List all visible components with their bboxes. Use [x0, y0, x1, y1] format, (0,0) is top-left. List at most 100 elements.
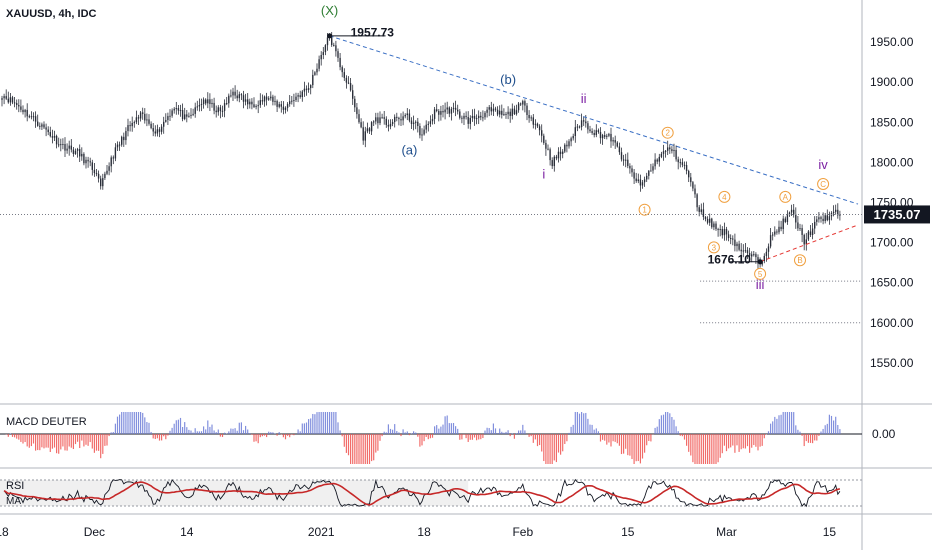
candle-body [379, 117, 381, 124]
candle-body [499, 110, 501, 115]
candle-body [725, 228, 728, 235]
candle-body [95, 173, 98, 175]
rsi-panel [0, 478, 862, 508]
candle-body [364, 131, 366, 141]
candle-body [211, 102, 213, 105]
x-tick-label: Dec [84, 525, 105, 539]
candle-body [202, 99, 205, 104]
candle-body [181, 110, 184, 120]
candle-body [108, 166, 110, 171]
candle-body [595, 130, 597, 136]
candle-body [559, 151, 562, 154]
candle-body [715, 223, 717, 230]
candle-body [612, 140, 614, 142]
circled-wave-marker [817, 178, 830, 191]
candle-body [331, 37, 333, 45]
rsi-title: RSI [6, 480, 25, 492]
candle-body [746, 250, 749, 253]
candle-body [150, 123, 152, 129]
candle-body [209, 99, 211, 105]
candle-body [448, 107, 450, 114]
candle-body [738, 243, 740, 250]
candle-body [383, 117, 385, 119]
candle-body [765, 251, 768, 256]
candle-body [601, 135, 604, 139]
candle-body [297, 95, 299, 97]
candle-body [774, 231, 776, 235]
candle-body [677, 159, 679, 163]
candle-body [572, 135, 574, 139]
candle-body [341, 67, 343, 73]
low-marker [757, 259, 763, 265]
candle-body [727, 234, 730, 239]
candle-body [156, 129, 159, 134]
candle-body [631, 168, 633, 173]
rsi-ma-label: MA [6, 496, 21, 507]
x-tick-label: 18 [417, 525, 431, 539]
candle-body [515, 110, 518, 115]
candle-body [337, 51, 339, 58]
candle-body [177, 108, 180, 111]
candle-body [736, 243, 738, 247]
candle-body [683, 164, 686, 166]
candle-body [511, 108, 513, 116]
candle-body [85, 159, 87, 164]
candle-body [232, 91, 234, 96]
candle-body [37, 121, 39, 126]
candle-body [97, 173, 100, 179]
candle-body [547, 148, 549, 150]
x-tick-label: Feb [512, 525, 533, 539]
candle-body [226, 103, 228, 105]
candle-body [391, 122, 394, 124]
candle-body [643, 179, 646, 183]
candle-body [717, 229, 719, 231]
candle-body [123, 136, 125, 141]
wave-label: ii [581, 91, 587, 106]
candle-body [757, 257, 759, 264]
candle-body [543, 135, 545, 143]
candle-body [811, 228, 814, 235]
candle-body [656, 159, 658, 162]
candle-body [513, 108, 516, 115]
candle-body [496, 109, 499, 115]
candle-body [809, 231, 812, 235]
candle-body [13, 102, 16, 104]
candle-body [473, 115, 476, 119]
candle-body [461, 117, 463, 119]
candle-body [730, 238, 732, 240]
candle-body [574, 127, 576, 136]
candle-body [501, 110, 503, 115]
rsi-line [3, 478, 841, 508]
candle-body [778, 226, 780, 233]
candle-body [253, 104, 255, 108]
candle-body [135, 117, 138, 123]
candle-body [580, 120, 583, 128]
candle-body [709, 218, 711, 223]
candle-body [555, 156, 558, 159]
candle-body [486, 109, 488, 113]
candle-body [463, 115, 465, 119]
candle-body [377, 117, 379, 124]
candle-body [438, 110, 440, 115]
candle-body [681, 162, 684, 165]
candle-body [192, 113, 194, 115]
candle-body [444, 109, 446, 113]
candle-body [639, 179, 642, 186]
candle-body [692, 182, 694, 189]
circled-wave-label: 3 [712, 243, 717, 252]
candle-body [375, 117, 377, 122]
candle-body [503, 113, 505, 115]
candle-body [45, 127, 47, 130]
candle-body [263, 96, 266, 102]
candle-body [186, 114, 188, 117]
candle-body [541, 130, 543, 136]
y-tick-label: 1900.00 [870, 75, 914, 89]
candle-body [801, 228, 803, 235]
candle-body [484, 112, 486, 118]
circled-wave-label: 5 [758, 270, 763, 279]
candle-body [784, 218, 786, 222]
candle-body [820, 217, 822, 219]
candle-body [425, 124, 427, 130]
